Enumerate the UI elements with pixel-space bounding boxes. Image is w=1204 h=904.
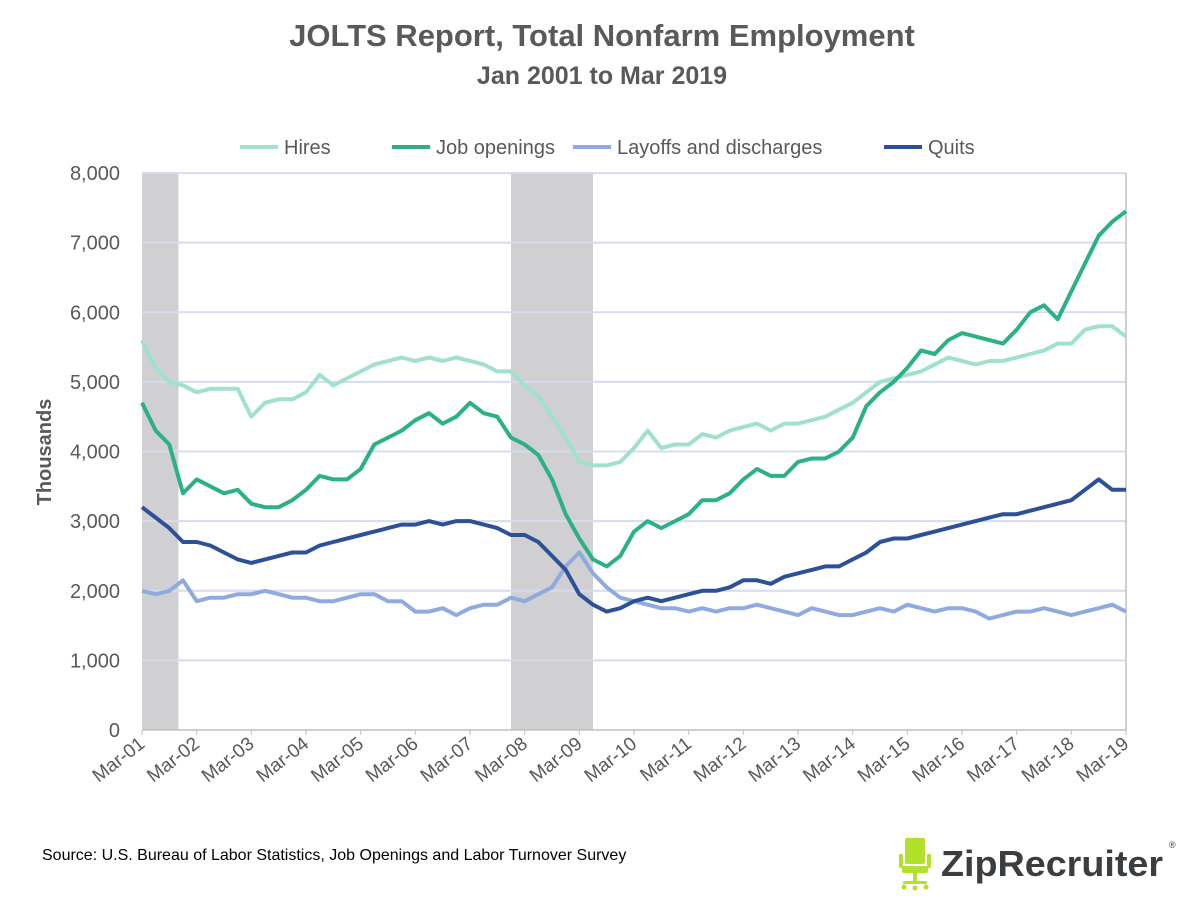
y-tick-label: 1,000 xyxy=(70,650,120,672)
chart-subtitle: Jan 2001 to Mar 2019 xyxy=(476,62,728,90)
ziprecruiter-logo: ZipRecruiter ® xyxy=(899,838,1176,891)
chart-title: JOLTS Report, Total Nonfarm Employment xyxy=(289,18,915,53)
y-axis-label: Thousands xyxy=(34,399,56,506)
y-tick-label: 0 xyxy=(109,720,120,742)
source-note: Source: U.S. Bureau of Labor Statistics,… xyxy=(42,847,627,864)
y-tick-label: 8,000 xyxy=(70,163,120,185)
plot-area: 0 1,000 2,000 3,000 4,000 5,000 6,000 7,000 8,00… xyxy=(70,163,1133,787)
x-tick-label: Mar-11 xyxy=(636,733,695,786)
series-line-job-openings xyxy=(140,209,1128,569)
legend-label: Job openings xyxy=(436,137,555,159)
logo-registered-mark: ® xyxy=(1169,840,1176,850)
x-tick-label: Mar-18 xyxy=(1018,733,1078,787)
legend-label: Layoffs and discharges xyxy=(617,137,822,159)
legend: Hires Job openings Layoffs and discharges Q… xyxy=(240,137,975,159)
y-tick-label: 2,000 xyxy=(70,581,120,603)
x-tick-label: Mar-02 xyxy=(143,733,203,787)
x-tick-label: Mar-16 xyxy=(909,733,969,787)
y-tick-label: 4,000 xyxy=(70,442,120,464)
x-tick-label: Mar-13 xyxy=(745,733,805,787)
series-line-quits xyxy=(140,477,1126,614)
x-tick-label: Mar-15 xyxy=(854,733,914,787)
x-tick-label: Mar-19 xyxy=(1073,733,1133,787)
x-tick-label: Mar-05 xyxy=(307,733,367,787)
x-tick-label: Mar-03 xyxy=(198,733,258,787)
x-tick-label: Mar-04 xyxy=(253,733,314,787)
x-tick-label: Mar-17 xyxy=(963,733,1023,787)
legend-label: Quits xyxy=(928,137,975,159)
x-tick-label: Mar-12 xyxy=(690,733,750,787)
y-tick-label: 6,000 xyxy=(70,302,120,324)
y-tick-label: 7,000 xyxy=(70,233,120,255)
x-tick-label: Mar-08 xyxy=(471,733,531,787)
series-line-hires xyxy=(140,324,1128,468)
y-tick-label: 5,000 xyxy=(70,372,120,394)
x-tick-label: Mar-10 xyxy=(581,733,641,787)
chart: Hires Job openings Layoffs and discharges Q… xyxy=(34,137,1133,787)
x-tick-label: Mar-14 xyxy=(799,733,860,787)
chair-icon xyxy=(899,838,931,891)
y-tick-label: 3,000 xyxy=(70,511,120,533)
x-tick-label: Mar-07 xyxy=(417,733,477,787)
series-line-layoffs-and-discharges xyxy=(141,550,1127,621)
logo-wordmark: ZipRecruiter xyxy=(941,843,1163,884)
x-tick-label: Mar-09 xyxy=(526,733,586,787)
legend-label: Hires xyxy=(284,137,331,159)
x-tick-label: Mar-06 xyxy=(362,733,422,787)
